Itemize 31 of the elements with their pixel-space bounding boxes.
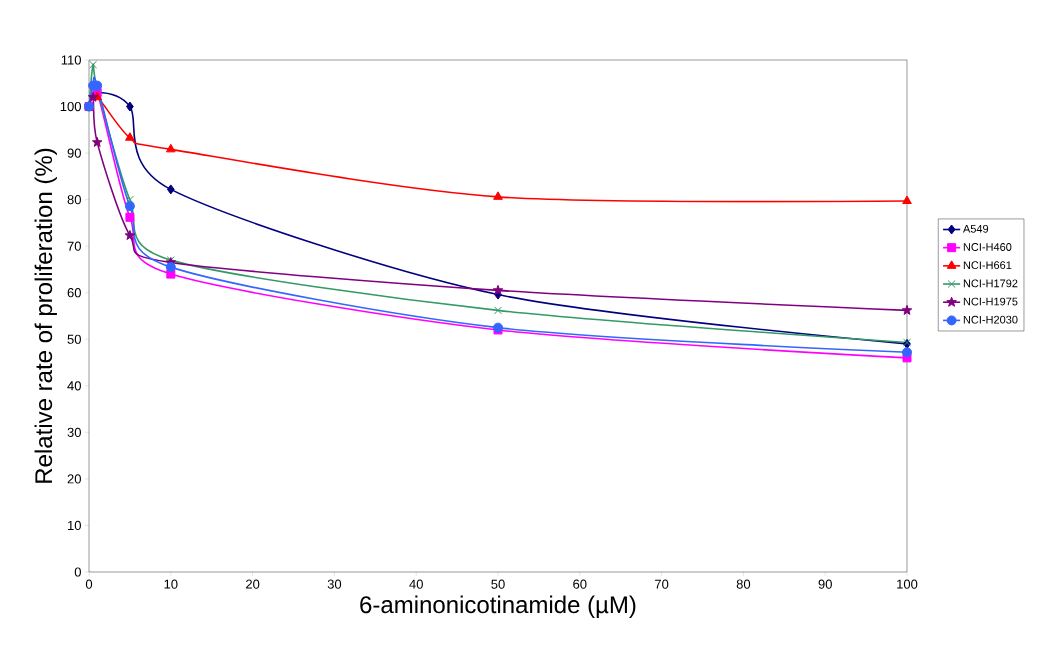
x-tick-label: 30 <box>327 579 342 589</box>
x-axis-title: 6-aminonicotinamide (µM) <box>360 595 636 618</box>
x-tick-label: 100 <box>897 579 918 589</box>
y-tick-label: 90 <box>67 148 81 158</box>
x-tick-label: 80 <box>736 579 751 589</box>
x-tick-label: 10 <box>164 579 178 589</box>
y-tick-label: 10 <box>68 520 81 531</box>
y-tick-label: 50 <box>67 334 81 344</box>
legend-label: NCI-H661 <box>963 261 1012 270</box>
x-tick-label: 40 <box>409 579 423 589</box>
x-tick-label: 90 <box>818 579 832 589</box>
y-tick-label: 0 <box>74 567 81 577</box>
y-tick-label: 100 <box>60 101 81 112</box>
x-tick-label: 60 <box>573 579 587 589</box>
y-tick-label: 110 <box>61 55 81 65</box>
y-tick-label: 20 <box>67 474 81 484</box>
y-axis-title: Relative rate of proliferation (%) <box>34 148 57 483</box>
y-tick-label: 30 <box>67 427 81 437</box>
y-tick-label: 40 <box>67 381 81 391</box>
x-tick-label: 0 <box>85 579 93 589</box>
legend-label: NCI-H2030 <box>963 315 1018 324</box>
legend-label: NCI-H1792 <box>963 279 1018 288</box>
legend-label: NCI-H1975 <box>963 297 1018 306</box>
y-tick-label: 80 <box>67 195 81 205</box>
legend-label: A549 <box>962 224 989 233</box>
y-tick-label: 70 <box>67 241 81 251</box>
x-tick-label: 70 <box>655 579 669 589</box>
x-tick-label: 20 <box>246 579 260 589</box>
x-tick-label: 50 <box>491 579 505 589</box>
legend-label: NCI-H460 <box>963 243 1012 251</box>
y-tick-label: 60 <box>67 288 81 298</box>
